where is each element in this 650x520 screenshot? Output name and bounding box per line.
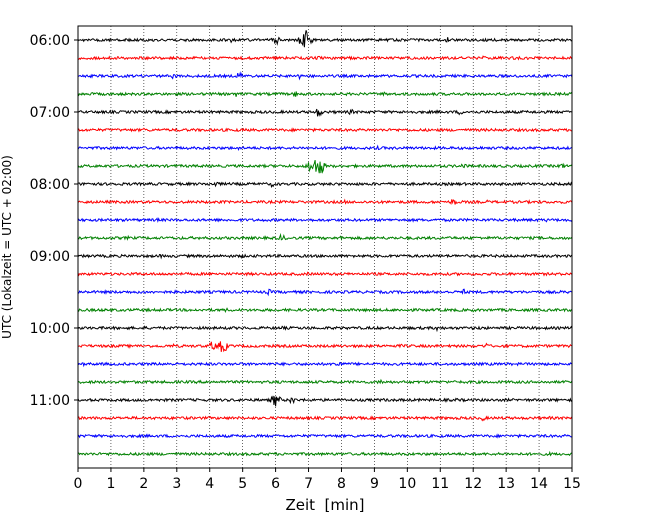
x-tick-label: 15: [563, 476, 581, 492]
trace-0930: [77, 288, 573, 297]
trace-0845: [77, 232, 573, 241]
x-tick-label: 7: [304, 476, 313, 492]
x-tick-label: 3: [172, 476, 181, 492]
y-tick-label: 09:00: [30, 249, 70, 265]
trace-0615: [77, 55, 573, 61]
x-tick-label: 2: [139, 476, 148, 492]
trace-0600: [77, 30, 573, 48]
trace-0815: [77, 198, 573, 205]
x-tick-label: 5: [238, 476, 247, 492]
x-axis-label: Zeit [min]: [285, 496, 364, 514]
trace-0800: [77, 181, 573, 189]
y-tick-label: 11:00: [30, 393, 70, 409]
trace-1045: [77, 378, 573, 385]
trace-0730: [77, 144, 573, 151]
trace-0700: [77, 108, 573, 117]
trace-0715: [77, 127, 572, 133]
trace-0630: [77, 71, 573, 81]
trace-1115: [77, 415, 573, 422]
trace-1000: [77, 325, 573, 333]
x-tick-label: 14: [530, 476, 548, 492]
plot-frame: [77, 25, 573, 469]
trace-0745: [77, 160, 573, 174]
trace-0945: [77, 307, 573, 314]
seismogram-traces: 06:0006:1506:3006:4507:0007:1507:3007:45…: [77, 30, 573, 457]
trace-0915: [77, 271, 573, 277]
x-tick-label: 9: [370, 476, 379, 492]
y-axis-ticks: 06:00 07:00 08:00 09:00 10:00 11:00: [30, 33, 78, 409]
trace-0645: [77, 91, 573, 98]
trace-1145: [77, 450, 573, 457]
trace-0900: [77, 253, 573, 260]
y-tick-label: 06:00: [30, 33, 70, 49]
x-tick-label: 12: [464, 476, 482, 492]
x-tick-label: 13: [497, 476, 515, 492]
y-tick-label: 07:00: [30, 105, 70, 121]
x-tick-label: 1: [106, 476, 115, 492]
trace-0830: [77, 217, 573, 223]
x-tick-label: 4: [205, 476, 214, 492]
trace-1030: [77, 361, 573, 368]
x-tick-label: 0: [74, 476, 83, 492]
x-tick-label: 11: [431, 476, 449, 492]
x-tick-label: 10: [398, 476, 416, 492]
y-tick-label: 08:00: [30, 177, 70, 193]
x-axis-ticks: 0 1 2 3 4 5 6 7 8 9 10 11 12 13 14 15: [74, 468, 581, 492]
trace-1100: [77, 395, 573, 407]
y-axis-label: UTC (Lokalzeit = UTC + 02:00): [0, 155, 14, 339]
y-tick-label: 10:00: [30, 321, 70, 337]
x-tick-label: 8: [337, 476, 346, 492]
trace-1015: [77, 341, 573, 353]
trace-1130: [77, 433, 573, 439]
x-tick-label: 6: [271, 476, 280, 492]
